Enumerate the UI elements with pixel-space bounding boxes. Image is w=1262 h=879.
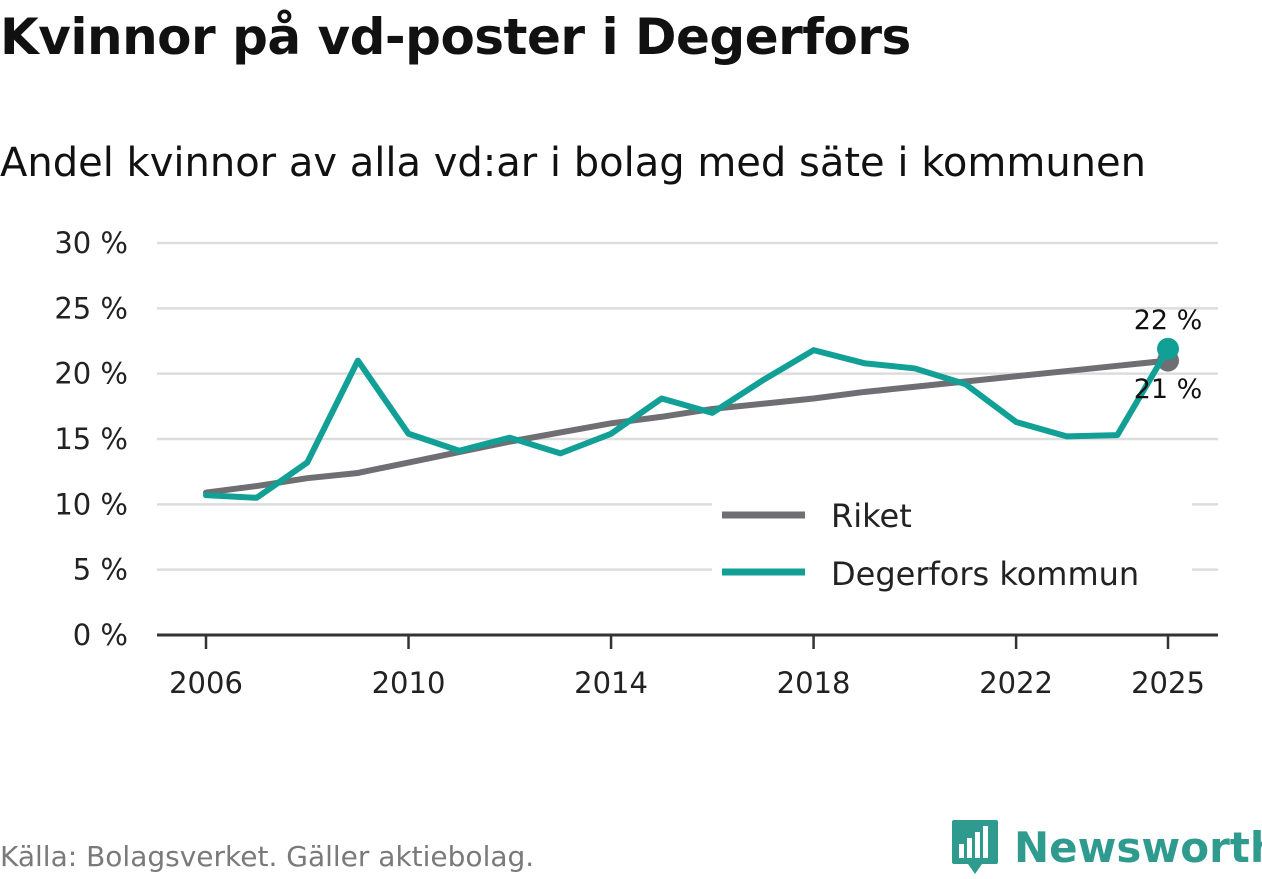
- series-group: [203, 337, 1179, 501]
- y-axis: 0 % 5 % 10 % 15 % 20 % 25 % 30 %: [54, 226, 128, 652]
- end-labels: 22 % 21 %: [1134, 305, 1203, 405]
- x-tick-label: 2006: [169, 666, 243, 700]
- end-label-riket: 21 %: [1134, 374, 1203, 405]
- x-tick-label: 2022: [979, 666, 1053, 700]
- newsworthy-logo-icon: [952, 820, 998, 874]
- x-tick-label: 2025: [1131, 666, 1205, 700]
- y-tick-label: 5 %: [73, 553, 128, 587]
- y-tick-label: 25 %: [54, 291, 128, 325]
- x-tick-label: 2010: [372, 666, 446, 700]
- source-note: Källa: Bolagsverket. Gäller aktiebolag.: [0, 840, 535, 873]
- series-line-degerfors: [203, 345, 1171, 501]
- y-tick-label: 0 %: [73, 618, 128, 652]
- brand-name: Newsworthy: [1014, 822, 1262, 872]
- chart-subtitle: Andel kvinnor av alla vd:ar i bolag med …: [0, 140, 1146, 186]
- x-tick-label: 2014: [574, 666, 648, 700]
- y-tick-label: 10 %: [54, 487, 128, 521]
- chart-title: Kvinnor på vd-poster i Degerfors: [0, 8, 911, 66]
- series-line-riket: [203, 357, 1171, 496]
- end-label-degerfors: 22 %: [1134, 305, 1203, 336]
- legend-label-degerfors: Degerfors kommun: [831, 555, 1139, 593]
- y-tick-label: 30 %: [54, 226, 128, 260]
- y-tick-label: 20 %: [54, 357, 128, 391]
- legend-label-riket: Riket: [831, 497, 912, 535]
- x-axis: 2006 2010 2014 2018 2022 2025: [169, 635, 1205, 700]
- x-tick-label: 2018: [777, 666, 851, 700]
- legend: Riket Degerfors kommun: [712, 485, 1192, 605]
- brand-logo: Newsworthy: [950, 818, 1262, 876]
- series-endpoint-degerfors: [1157, 337, 1179, 360]
- y-tick-label: 15 %: [54, 422, 128, 456]
